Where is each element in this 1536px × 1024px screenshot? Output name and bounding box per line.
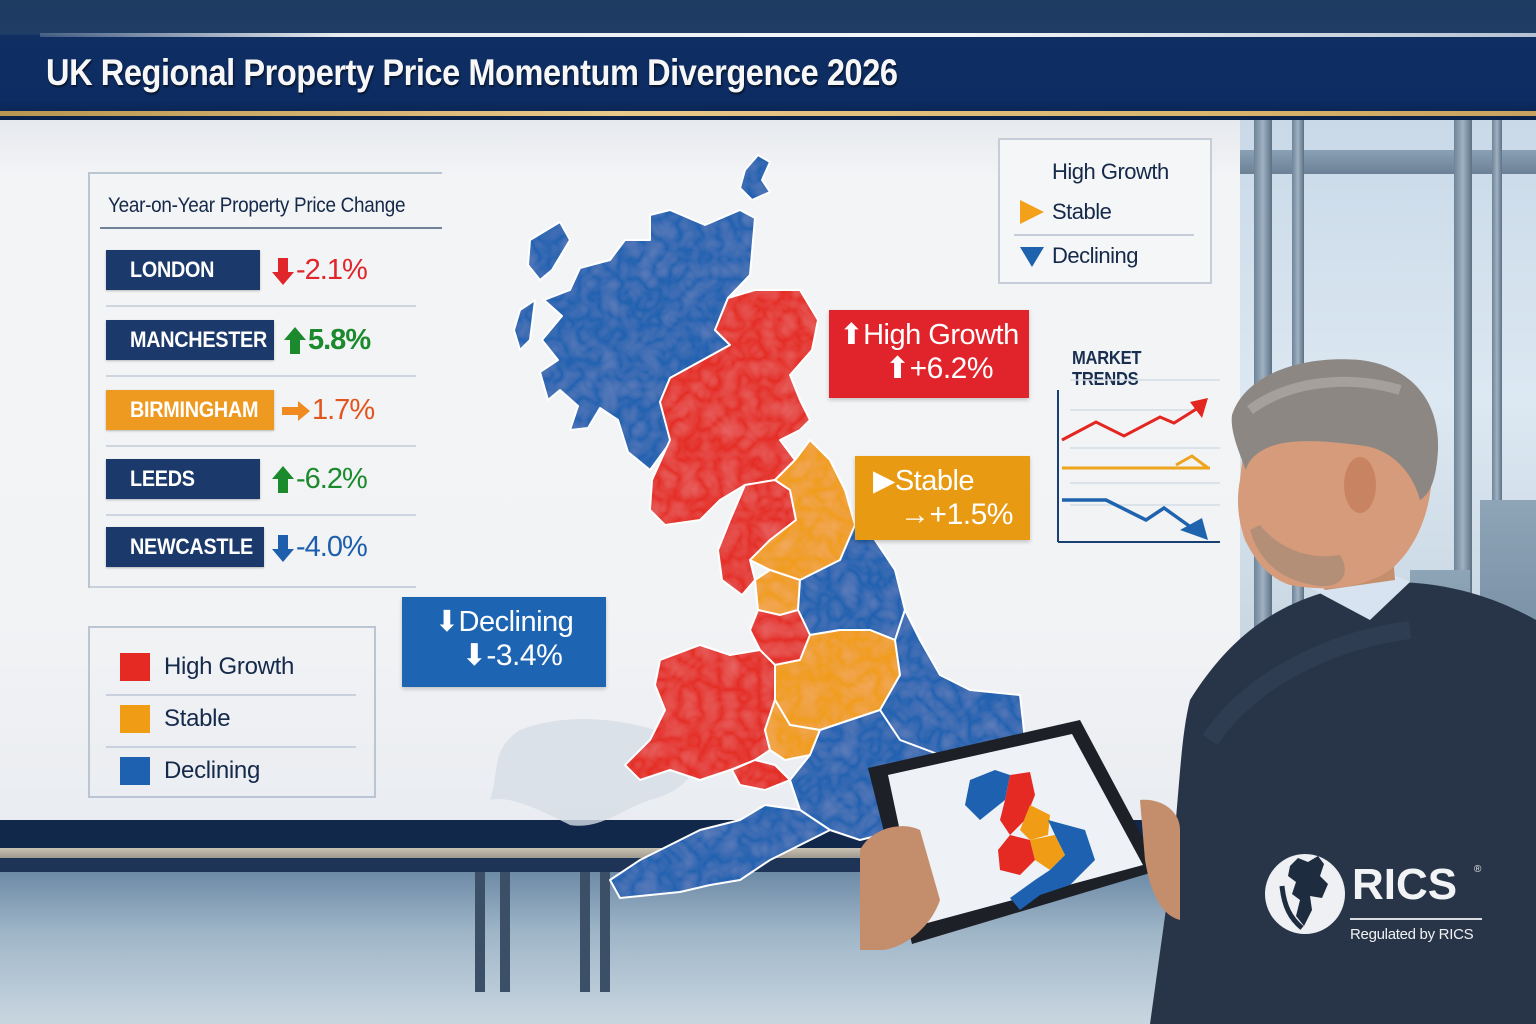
tablet-screen <box>868 720 1160 944</box>
divider <box>1014 234 1194 236</box>
window-mullion <box>1492 120 1502 820</box>
window-post <box>600 872 610 992</box>
legend-item-declining: Declining <box>1018 240 1208 272</box>
window-post <box>500 872 510 992</box>
region-northern-isles <box>739 154 771 201</box>
arrow-up-icon: ⬆ <box>839 319 864 351</box>
divider <box>106 514 416 516</box>
callout-stable: ▶Stable →+1.5% <box>855 456 1030 540</box>
callout-label-row: ▶Stable <box>873 465 975 497</box>
window-post <box>580 872 590 992</box>
page-title: UK Regional Property Price Momentum Dive… <box>46 52 898 93</box>
market-trends-chart: MARKET TRENDS <box>1050 340 1220 550</box>
city-change-value: -4.0% <box>272 529 368 565</box>
arrow-up-icon: ⬆ <box>884 352 910 385</box>
city-badge: LEEDS <box>106 459 260 499</box>
legend-swatch-red <box>120 653 150 681</box>
city-row-leeds: LEEDS -6.2% <box>106 459 416 516</box>
yoy-price-change-panel: Year-on-Year Property Price Change LONDO… <box>88 172 442 588</box>
legend-label: Stable <box>164 705 231 732</box>
legend-item-high-growth: High Growth <box>106 650 360 696</box>
city-badge: MANCHESTER <box>106 320 274 360</box>
callout-label-row: ⬇Declining <box>434 606 574 638</box>
lion-emblem-icon <box>1265 854 1345 934</box>
divider <box>106 305 416 307</box>
city-row-london: LONDON -2.1% <box>106 250 416 307</box>
triangle-right-icon: ▶ <box>873 465 895 497</box>
legend-swatch-orange <box>120 705 150 733</box>
city-change-value: 5.8% <box>284 322 371 358</box>
legend-item-declining: Declining <box>120 754 360 785</box>
registered-mark: ® <box>1474 864 1482 875</box>
legend-label: High Growth <box>164 653 295 680</box>
trend-arrow-down <box>1180 518 1208 540</box>
city-row-manchester: MANCHESTER 5.8% <box>106 320 416 377</box>
legend-trend-key: High Growth Stable Declining <box>998 138 1212 284</box>
arrow-down-icon <box>272 535 294 563</box>
divider <box>106 746 356 748</box>
arrow-up-icon <box>284 327 306 355</box>
legend-label: High Growth <box>1052 159 1169 184</box>
legend-color-key: High Growth Stable Declining <box>88 626 376 798</box>
arrow-right-icon: → <box>900 498 930 531</box>
region-wales <box>624 644 776 781</box>
legend-label: Declining <box>164 757 261 784</box>
region-western-isles <box>513 299 536 351</box>
city-row-birmingham: BIRMINGHAM 1.7% <box>106 390 416 447</box>
divider <box>90 586 416 588</box>
title-banner: UK Regional Property Price Momentum Dive… <box>0 0 1536 120</box>
city-change-value: 1.7% <box>282 392 375 428</box>
tablet-device <box>860 720 1180 950</box>
city-row-newcastle: NEWCASTLE -4.0% <box>106 527 416 567</box>
arrow-down-icon: ⬇ <box>434 606 459 638</box>
trend-arrow-up <box>1190 398 1208 418</box>
legend-label: Declining <box>1052 243 1139 268</box>
rics-logo: RICS ® Regulated by RICS <box>1262 846 1492 956</box>
city-badge: LONDON <box>106 250 260 290</box>
callout-declining: ⬇Declining ⬇-3.4% <box>402 597 606 687</box>
legend-item-stable: Stable <box>106 702 360 748</box>
market-trends-lines <box>1057 379 1220 543</box>
window-frame-top <box>1230 150 1536 174</box>
region-south-west-england <box>609 804 831 899</box>
arrow-up-icon <box>272 466 294 494</box>
banner-silver-line <box>40 33 1536 37</box>
legend-swatch-blue <box>120 757 150 785</box>
city-change-value: -6.2% <box>272 461 368 497</box>
callout-label-row: ⬆High Growth <box>839 319 1019 351</box>
callout-high-growth: ⬆High Growth ⬆+6.2% <box>829 310 1029 398</box>
triangle-right-icon <box>1020 200 1044 224</box>
city-badge: BIRMINGHAM <box>106 390 274 430</box>
divider <box>100 227 442 229</box>
market-trends-title: MARKET TRENDS <box>1072 348 1142 389</box>
rics-tagline: Regulated by RICS <box>1350 926 1474 943</box>
window-post <box>475 872 485 992</box>
callout-value-row: →+1.5% <box>900 498 1013 531</box>
divider <box>106 375 416 377</box>
divider <box>106 445 416 447</box>
city-badge: NEWCASTLE <box>106 527 264 567</box>
rics-wordmark: RICS <box>1352 860 1458 909</box>
callout-value-row: ⬆+6.2% <box>884 352 994 385</box>
city-change-value: -2.1% <box>272 252 368 288</box>
region-cumbria-south <box>754 569 801 616</box>
triangle-down-icon <box>1020 247 1044 267</box>
legend-item-stable: Stable <box>1018 196 1208 228</box>
banner-gold-line <box>0 111 1536 116</box>
region-north-scotland <box>539 209 756 471</box>
hands <box>860 799 1180 950</box>
arrow-right-icon <box>282 401 310 422</box>
divider <box>1350 918 1482 920</box>
legend-item-high-growth: High Growth <box>1018 156 1208 188</box>
arrow-down-icon: ⬇ <box>461 639 487 672</box>
yoy-heading: Year-on-Year Property Price Change <box>108 194 406 217</box>
divider <box>106 694 356 696</box>
legend-label: Stable <box>1052 199 1112 224</box>
businessman-figure <box>1150 359 1536 1024</box>
callout-value-row: ⬇-3.4% <box>461 639 563 672</box>
arrow-down-icon <box>272 258 294 286</box>
region-western-isles <box>527 221 571 281</box>
